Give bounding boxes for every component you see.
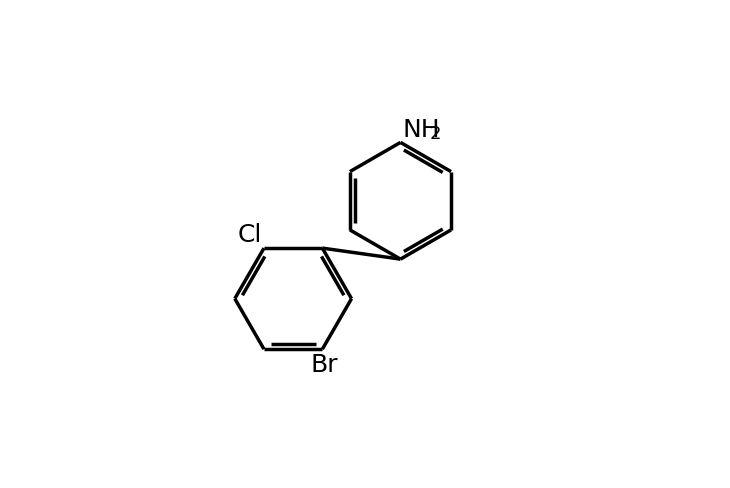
Text: 2: 2 <box>429 125 441 142</box>
Text: Cl: Cl <box>238 223 262 247</box>
Text: Br: Br <box>310 352 338 376</box>
Text: NH: NH <box>402 117 440 141</box>
